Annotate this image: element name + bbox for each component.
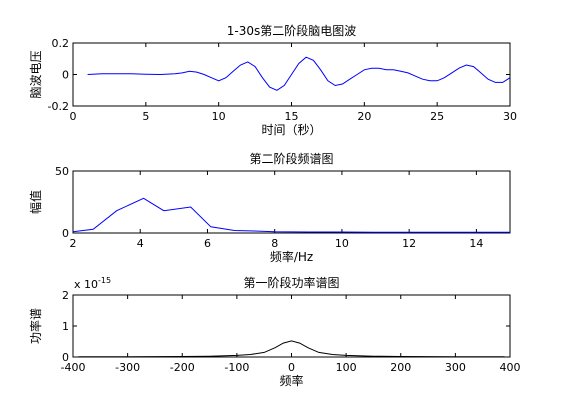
axes-frame [72,294,511,358]
y-tick-label: 50 [55,165,69,178]
x-tick-label: 8 [271,237,278,250]
y-tick-label: 0 [62,69,69,82]
x-tick-label: 4 [137,237,144,250]
x-axis-label: 频率 [279,373,303,388]
x-tick-label: 200 [390,361,411,374]
chart-title: 第二阶段频谱图 [249,151,333,166]
y-axis-multiplier: x 10-15 [74,276,111,291]
x-tick-label: -100 [224,361,249,374]
y-axis-label: 功率谱 [28,308,43,344]
x-tick-label: 400 [500,361,521,374]
multiplier-exponent: -15 [98,276,111,285]
series-line [78,340,505,358]
subplot-1: 0 5 10 15 20 25 30-0.200.21-30s第二阶段脑电图波时间（秒）脑波… [29,23,517,137]
x-tick-label: 0 [288,361,295,374]
y-tick-label: -0.2 [48,100,69,113]
x-tick-label: 0 [70,110,77,123]
x-tick-label: -300 [115,361,140,374]
x-tick-label: 25 [430,110,444,123]
x-tick-label: 300 [445,361,466,374]
x-tick-label: -400 [61,361,86,374]
multiplier-base: x 10 [74,278,98,291]
y-axis-label: 幅值 [28,190,43,214]
x-tick-label: 15 [285,110,299,123]
y-tick-label: 2 [62,289,69,302]
x-tick-label: 100 [336,361,357,374]
x-tick-label: 5 [142,110,149,123]
y-axis-label: 脑波电压 [29,50,43,98]
x-axis-label: 频率/Hz [270,249,313,264]
chart-title: 1-30s第二阶段脑电图波 [227,23,357,38]
axes-frame [72,170,511,234]
subplot-3: -400 -300 -200 -100 0 100 200 300 400 0 1 2 第一阶段功率谱图… [28,275,521,388]
x-tick-label: 30 [503,110,517,123]
x-tick-label: 10 [212,110,226,123]
subplots: 0 5 10 15 20 25 30-0.200.21-30s第二阶段脑电图波时间（秒）脑波… [28,23,521,388]
y-tick-label: 0.2 [52,37,70,50]
series-line [72,197,510,233]
y-tick-label: 0 [62,351,69,364]
x-axis-label: 时间（秒） [261,123,321,137]
x-tick-label: 2 [70,237,77,250]
chart-title: 第一阶段功率谱图 [243,275,339,290]
x-tick-label: 6 [204,237,211,250]
x-tick-label: 20 [357,110,371,123]
x-tick-label: 12 [402,237,416,250]
x-tick-label: -200 [170,361,195,374]
series-line [87,56,511,91]
y-tick-label: 1 [62,320,69,333]
x-tick-label: 10 [335,237,349,250]
x-tick-label: 14 [469,237,483,250]
y-tick-label: 0 [62,227,69,240]
